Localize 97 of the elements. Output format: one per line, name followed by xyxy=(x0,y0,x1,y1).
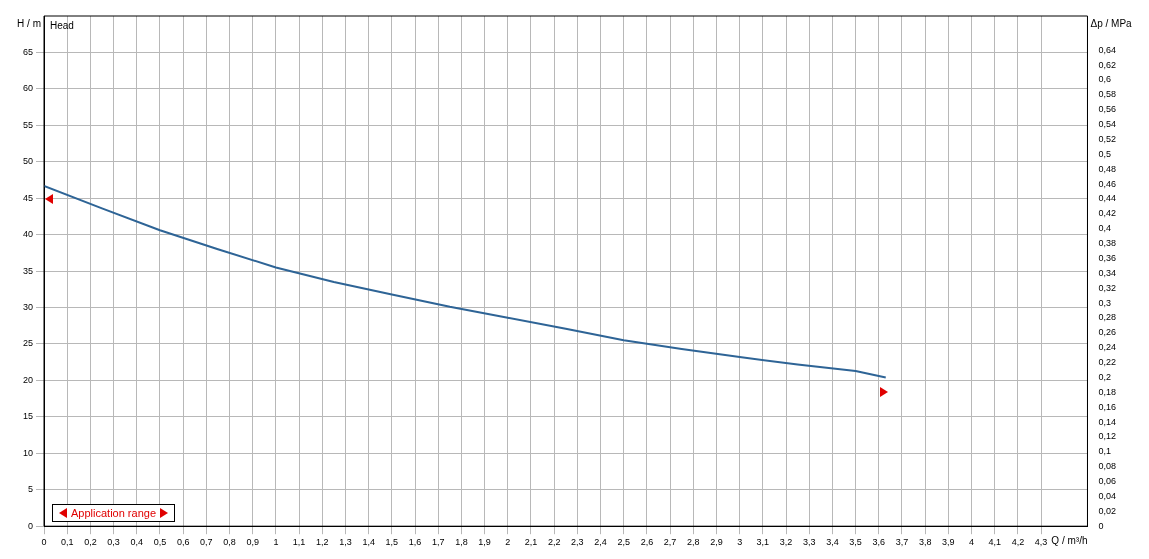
x-tick-label: 2,3 xyxy=(571,537,584,548)
x-tick-label: 1,7 xyxy=(431,537,445,548)
y2-tick-label: 0,3 xyxy=(1098,297,1111,308)
x-tick-label: 0,9 xyxy=(246,537,259,548)
x-tick-label: 3,6 xyxy=(872,537,886,548)
y2-tick-label: 0,4 xyxy=(1098,223,1111,234)
x-tick-label: 0,3 xyxy=(107,537,120,548)
y-tick-label: 40 xyxy=(23,229,34,240)
x-axis-title: Q / m³/h xyxy=(1051,534,1088,546)
x-tick-label: 1,6 xyxy=(408,537,422,548)
x-tick-label: 0,8 xyxy=(223,537,236,548)
y2-tick-label: 0,38 xyxy=(1098,238,1117,249)
y2-tick-label: 0,14 xyxy=(1098,416,1117,427)
x-tick-label: 4,3 xyxy=(1034,537,1048,548)
y2-tick-label: 0,22 xyxy=(1098,357,1117,368)
x-tick-label: 1,9 xyxy=(478,537,491,548)
y-tick-label: 55 xyxy=(23,119,34,130)
y2-tick-label: 0,32 xyxy=(1098,282,1117,293)
x-tick-label: 2,8 xyxy=(687,537,700,548)
x-tick-label: 2,1 xyxy=(524,537,538,548)
x-tick-label: 1 xyxy=(273,537,279,548)
x-tick-label: 1,5 xyxy=(385,537,399,548)
y2-tick-label: 0,08 xyxy=(1098,461,1117,472)
x-tick-label: 1,1 xyxy=(292,537,306,548)
x-tick-label: 2,5 xyxy=(617,537,630,548)
x-tick-label: 4,1 xyxy=(988,537,1001,548)
y-tick-label: 5 xyxy=(28,484,34,495)
x-tick-label: 3,7 xyxy=(895,537,909,548)
y2-tick-label: 0,5 xyxy=(1098,148,1111,159)
y2-tick-label: 0,58 xyxy=(1098,89,1117,100)
y-tick-label: 60 xyxy=(23,83,34,94)
x-tick-label: 0,4 xyxy=(130,537,144,548)
x-tick-label: 3,8 xyxy=(918,537,932,548)
x-tick-label: 0 xyxy=(41,537,47,548)
y-tick-label: 65 xyxy=(23,46,34,57)
y2-tick-label: 0,12 xyxy=(1098,431,1117,442)
y2-tick-label: 0,16 xyxy=(1098,401,1117,412)
y2-tick-label: 0,42 xyxy=(1098,208,1117,219)
annotation: Application range xyxy=(71,507,157,520)
y2-tick-label: 0,44 xyxy=(1098,193,1117,204)
y2-tick-label: 0,18 xyxy=(1098,386,1117,397)
y2-tick-label: 0,26 xyxy=(1098,327,1117,338)
y2-tick-label: 0,02 xyxy=(1098,505,1117,516)
x-tick-label: 0,6 xyxy=(176,537,190,548)
y-tick-label: 20 xyxy=(23,374,34,385)
y-tick-label: 15 xyxy=(23,411,34,422)
y2-tick-label: 0,52 xyxy=(1098,133,1117,144)
y-tick-label: 35 xyxy=(23,265,34,276)
y-tick-label: 45 xyxy=(23,192,34,203)
y2-tick-label: 0,62 xyxy=(1098,59,1117,70)
x-tick-label: 1,2 xyxy=(316,537,329,548)
y2-tick-label: 0,24 xyxy=(1098,342,1117,353)
x-tick-label: 2,6 xyxy=(640,537,654,548)
y2-tick-label: 0,54 xyxy=(1098,119,1117,130)
x-tick-label: 1,4 xyxy=(362,537,375,548)
y2-tick-label: 0,46 xyxy=(1098,178,1117,189)
range-key-box: Application range xyxy=(52,504,175,523)
y-tick-label: 30 xyxy=(23,302,34,313)
x-tick-label: 3 xyxy=(737,537,743,548)
y2-tick-label: 0,28 xyxy=(1098,312,1117,323)
y2-tick-label: 0,04 xyxy=(1098,490,1117,501)
y2-tick-label: 0 xyxy=(1098,520,1104,531)
y2-tick-label: 0,6 xyxy=(1098,74,1111,85)
y2-tick-label: 0,48 xyxy=(1098,163,1117,174)
x-tick-label: 3,2 xyxy=(779,537,793,548)
y2-axis-title: Δp / MPa xyxy=(1090,17,1133,29)
y2-tick-label: 0,34 xyxy=(1098,267,1117,278)
y2-tick-label: 0,2 xyxy=(1098,371,1111,382)
y2-tick-label: 0,1 xyxy=(1098,446,1111,457)
x-tick-label: 2,4 xyxy=(594,537,607,548)
x-tick-label: 0,2 xyxy=(84,537,97,548)
y2-tick-label: 0,64 xyxy=(1098,44,1117,55)
x-tick-label: 3,9 xyxy=(942,537,955,548)
x-tick-label: 3,3 xyxy=(802,537,816,548)
x-tick-label: 3,5 xyxy=(849,537,862,548)
x-tick-label: 0,1 xyxy=(60,537,74,548)
x-tick-label: 2 xyxy=(505,537,511,548)
x-tick-label: 0,5 xyxy=(153,537,167,548)
x-tick-label: 4 xyxy=(969,537,975,548)
x-tick-label: 2,9 xyxy=(710,537,723,548)
x-tick-label: 3,1 xyxy=(756,537,770,548)
y-tick-label: 25 xyxy=(23,338,34,349)
y2-tick-label: 0,56 xyxy=(1098,104,1117,115)
y-tick-label: 0 xyxy=(28,520,34,531)
x-tick-label: 1,8 xyxy=(455,537,468,548)
x-tick-label: 1,3 xyxy=(339,537,352,548)
y2-tick-label: 0,36 xyxy=(1098,252,1117,263)
y2-tick-label: 0,06 xyxy=(1098,476,1117,487)
x-tick-label: 0,7 xyxy=(200,537,213,548)
x-tick-label: 3,4 xyxy=(826,537,839,548)
x-tick-label: 2,2 xyxy=(547,537,561,548)
y-tick-label: 50 xyxy=(23,156,34,167)
annotation: Head xyxy=(50,19,74,31)
x-tick-label: 2,7 xyxy=(663,537,677,548)
x-tick-label: 4,2 xyxy=(1011,537,1025,548)
y-axis-title: H / m xyxy=(17,17,42,29)
y-tick-label: 10 xyxy=(23,447,34,458)
